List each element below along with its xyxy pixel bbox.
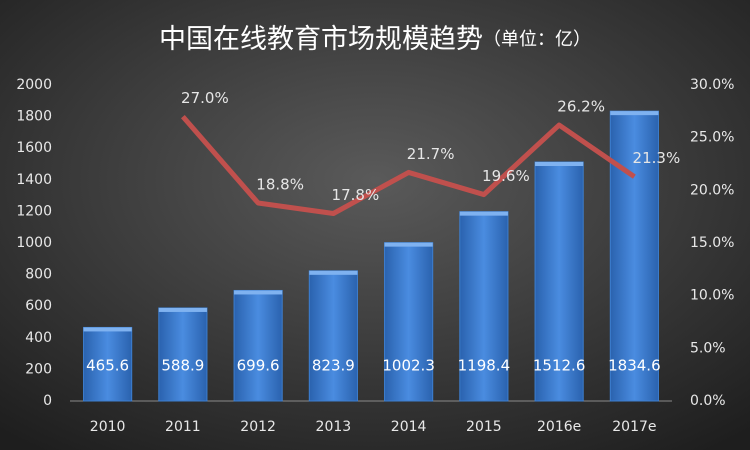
bar-value-label: 1198.4 bbox=[458, 357, 511, 375]
y2-tick-label: 10.0% bbox=[690, 288, 734, 304]
line-value-label: 18.8% bbox=[256, 175, 304, 193]
bar-value-label: 699.6 bbox=[237, 357, 280, 375]
bar bbox=[459, 211, 509, 402]
y-tick-label: 800 bbox=[25, 267, 52, 283]
bar-value-label: 588.9 bbox=[161, 357, 204, 375]
x-tick-label: 2016e bbox=[537, 419, 581, 435]
bar-top bbox=[309, 270, 358, 275]
x-tick-label: 2014 bbox=[391, 419, 427, 435]
bar-value-label: 1002.3 bbox=[382, 357, 435, 375]
x-tick-label: 2011 bbox=[165, 419, 201, 435]
y2-tick-label: 15.0% bbox=[690, 235, 734, 251]
bar-top bbox=[535, 162, 584, 167]
x-tick-label: 2013 bbox=[316, 419, 352, 435]
bar-top bbox=[234, 290, 283, 295]
bar bbox=[83, 326, 133, 402]
y2-tick-label: 30.0% bbox=[690, 77, 734, 93]
y-tick-label: 2000 bbox=[16, 77, 52, 93]
bar bbox=[534, 161, 584, 402]
bar-top bbox=[384, 242, 433, 247]
bar-top bbox=[459, 211, 508, 216]
bar-value-label: 1512.6 bbox=[533, 357, 586, 375]
line-value-label: 21.3% bbox=[633, 149, 681, 167]
y2-tick-label: 0.0% bbox=[690, 393, 726, 409]
bar bbox=[233, 289, 283, 402]
y-tick-label: 1200 bbox=[16, 203, 52, 219]
y-tick-label: 1800 bbox=[16, 109, 52, 125]
bar-top bbox=[610, 111, 659, 116]
bar bbox=[308, 270, 358, 402]
y-tick-label: 1400 bbox=[16, 172, 52, 188]
line-value-label: 26.2% bbox=[557, 98, 605, 116]
bar-top bbox=[83, 327, 132, 332]
x-tick-label: 2015 bbox=[466, 419, 502, 435]
y2-tick-label: 5.0% bbox=[690, 340, 726, 356]
line-value-label: 17.8% bbox=[332, 186, 380, 204]
y-tick-label: 1600 bbox=[16, 140, 52, 156]
y2-tick-label: 25.0% bbox=[690, 130, 734, 146]
title-unit: （单位：亿） bbox=[483, 29, 591, 50]
bar-top bbox=[158, 307, 207, 312]
y-tick-label: 200 bbox=[25, 361, 52, 377]
x-tick-label: 2012 bbox=[240, 419, 276, 435]
bar-value-label: 823.9 bbox=[312, 357, 355, 375]
y-tick-label: 400 bbox=[25, 330, 52, 346]
y-tick-label: 1000 bbox=[16, 235, 52, 251]
bar bbox=[384, 242, 434, 402]
x-tick-label: 2017e bbox=[612, 419, 656, 435]
y2-tick-label: 20.0% bbox=[690, 182, 734, 198]
chart-title: 中国在线教育市场规模趋势（单位：亿） bbox=[159, 24, 591, 55]
bar-value-label: 1834.6 bbox=[608, 357, 661, 375]
y-tick-label: 600 bbox=[25, 298, 52, 314]
line-value-label: 21.7% bbox=[407, 145, 455, 163]
line-value-label: 27.0% bbox=[181, 89, 229, 107]
line-value-label: 19.6% bbox=[482, 167, 530, 185]
title-main: 中国在线教育市场规模趋势 bbox=[159, 24, 483, 55]
y-tick-label: 0 bbox=[43, 393, 52, 409]
bar-value-label: 465.6 bbox=[86, 357, 129, 375]
line bbox=[180, 114, 636, 217]
bar bbox=[609, 110, 659, 402]
x-tick-label: 2010 bbox=[90, 419, 126, 435]
bar bbox=[158, 307, 208, 402]
